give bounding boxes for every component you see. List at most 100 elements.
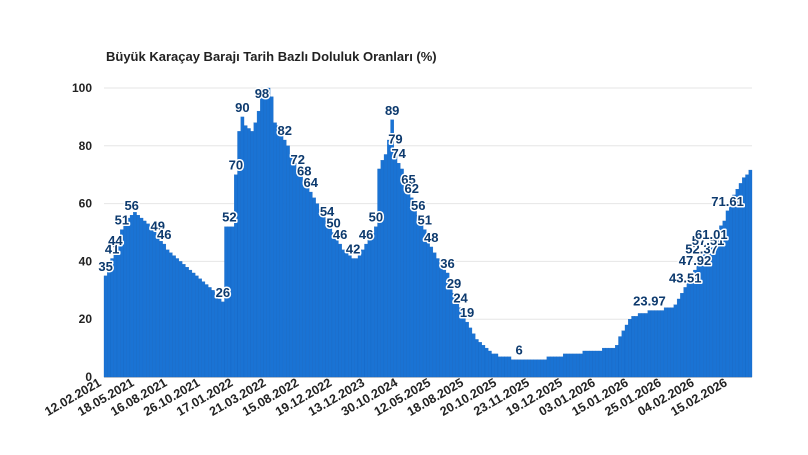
data-labels-layer: 3541445156494626527090988272686454504642…	[97, 85, 745, 360]
bar	[152, 229, 157, 378]
bar	[670, 307, 674, 378]
bar	[377, 168, 381, 378]
bar	[579, 353, 583, 378]
bar	[162, 243, 167, 378]
data-label: 62	[404, 181, 418, 196]
data-label: 46	[333, 227, 347, 242]
bar	[322, 215, 326, 378]
bar	[175, 258, 180, 378]
bar	[582, 350, 587, 378]
data-label: 71.61	[711, 194, 744, 209]
bar	[292, 162, 297, 378]
bar	[504, 356, 508, 378]
y-tick-label: 80	[79, 139, 93, 153]
y-tick-label: 100	[72, 81, 92, 95]
bar	[432, 252, 437, 378]
bar	[312, 197, 316, 378]
data-label: 61.01	[695, 227, 728, 242]
bar	[556, 356, 561, 378]
bar	[159, 241, 163, 378]
bar	[598, 350, 603, 378]
data-label: 26	[216, 285, 230, 300]
bar	[276, 125, 280, 378]
bar	[595, 350, 600, 378]
bar	[621, 330, 626, 378]
bar	[650, 310, 655, 378]
bar	[387, 139, 391, 378]
bar	[269, 96, 274, 378]
bar	[497, 356, 502, 378]
data-label: 43.51	[669, 270, 702, 285]
bar	[256, 110, 261, 378]
bar	[488, 350, 492, 378]
bar	[536, 359, 541, 378]
bar	[426, 238, 430, 378]
bar	[615, 345, 619, 378]
y-axis: 0 20 40 60 80 100	[72, 81, 92, 384]
bar	[422, 229, 427, 378]
data-label: 79	[388, 132, 402, 147]
bar	[413, 209, 417, 378]
bar	[605, 347, 609, 378]
bar	[449, 284, 453, 378]
bar	[419, 220, 424, 378]
bar	[543, 359, 548, 378]
data-label: 98	[255, 86, 269, 101]
bar	[341, 249, 346, 378]
bars-layer	[103, 87, 753, 378]
bar	[455, 301, 460, 378]
bar	[279, 128, 284, 378]
bar	[224, 226, 228, 378]
bar	[308, 191, 313, 378]
bar	[133, 212, 137, 378]
bar	[374, 226, 378, 378]
data-label: 52.37	[685, 242, 718, 257]
x-axis: 12.02.202118.05.202116.08.202126.10.2021…	[42, 375, 729, 418]
bar	[383, 154, 388, 378]
bar	[439, 264, 443, 378]
bar	[253, 122, 258, 378]
bar	[680, 293, 684, 378]
y-tick-label: 40	[79, 254, 93, 268]
bar	[185, 267, 189, 378]
bar	[305, 186, 310, 378]
bar	[592, 350, 596, 378]
bar	[155, 235, 160, 378]
bar	[214, 295, 219, 378]
bar	[429, 246, 434, 378]
bar	[491, 353, 495, 378]
bar	[126, 217, 131, 378]
data-label: 44	[108, 233, 123, 248]
data-label: 49	[150, 218, 164, 233]
bar	[465, 321, 469, 378]
data-label: 47.92	[679, 253, 712, 268]
bar	[462, 316, 466, 378]
bar	[364, 243, 368, 378]
chart-title: Büyük Karaçay Barajı Tarih Bazlı Doluluk…	[106, 49, 437, 64]
bar	[260, 90, 264, 378]
bar	[517, 359, 521, 378]
bar	[527, 359, 531, 378]
y-tick-label: 0	[85, 370, 92, 384]
bar	[732, 194, 736, 378]
bar	[729, 200, 733, 378]
bar	[533, 359, 538, 378]
bar	[683, 287, 688, 378]
bar	[107, 267, 111, 378]
data-label: 41	[105, 242, 119, 257]
data-label: 52	[222, 210, 236, 225]
bar	[393, 148, 398, 378]
bar	[198, 278, 202, 378]
bar	[738, 183, 743, 378]
bar	[523, 359, 528, 378]
bar	[667, 307, 671, 378]
bar	[660, 310, 665, 378]
bar	[406, 188, 411, 378]
data-label: 51	[115, 213, 129, 228]
bar	[211, 290, 215, 378]
bar	[628, 319, 632, 378]
bar	[409, 197, 414, 378]
data-label: 89	[385, 103, 399, 118]
bar	[644, 313, 648, 378]
